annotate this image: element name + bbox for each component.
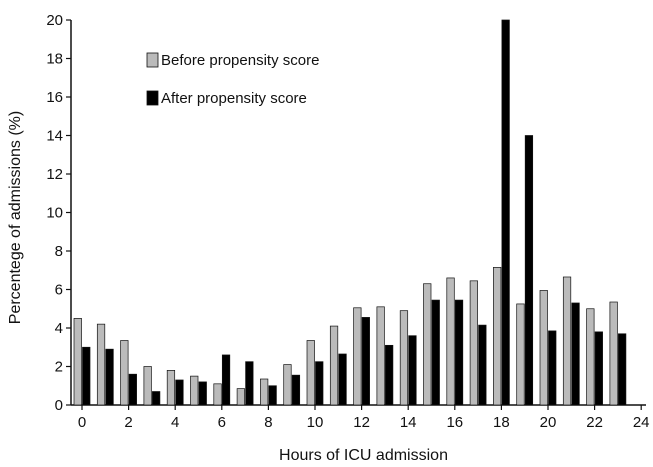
bar-after [338, 353, 347, 406]
bar-before [609, 301, 618, 406]
bar-after [594, 331, 603, 406]
y-tick-label: 20 [46, 12, 63, 29]
x-tick-label: 8 [264, 414, 272, 431]
bar-after [524, 135, 534, 406]
bar-before [376, 306, 385, 406]
y-tick-label: 18 [46, 51, 63, 68]
bar-after [291, 374, 301, 406]
x-tick-label: 6 [218, 414, 226, 431]
y-axis-ticks: 0 2 4 6 8 10 12 14 16 18 20 [46, 12, 71, 414]
bar-before [399, 310, 409, 406]
bars [73, 19, 627, 406]
bar-after [478, 324, 487, 406]
y-tick-label: 4 [55, 320, 63, 337]
bar-after [431, 299, 440, 406]
bar-after [408, 335, 417, 406]
bar-before [236, 388, 245, 406]
bar-after [105, 348, 114, 406]
x-tick-label: 20 [540, 414, 557, 431]
bar-before [353, 307, 362, 406]
x-tick-label: 10 [307, 414, 324, 431]
bar-after [454, 299, 464, 406]
bar-before [469, 280, 478, 406]
bar-before [446, 277, 455, 406]
bar-before [329, 325, 339, 406]
bar-after [82, 346, 91, 406]
bar-after [152, 391, 161, 406]
legend-label-after: After propensity score [161, 90, 307, 107]
bar-after [268, 385, 277, 406]
legend-swatch-after [146, 90, 159, 106]
bar-before [586, 308, 595, 406]
x-tick-label: 4 [171, 414, 179, 431]
bar-before [493, 267, 502, 406]
y-tick-label: 14 [46, 128, 63, 145]
bar-after [385, 344, 394, 406]
x-tick-label: 0 [78, 414, 86, 431]
bar-after [571, 302, 580, 406]
y-tick-label: 6 [55, 282, 63, 299]
x-tick-label: 24 [633, 414, 650, 431]
bar-before [143, 366, 152, 406]
y-axis-title: Percentege of admissions (%) [7, 111, 24, 324]
bar-before [539, 290, 548, 406]
bar-before [283, 364, 292, 406]
y-tick-label: 10 [46, 205, 63, 222]
bar-after [501, 19, 510, 406]
bar-after [175, 379, 184, 406]
x-axis-ticks: 0 2 4 6 8 10 12 14 16 18 20 22 24 [78, 405, 650, 431]
bar-after [128, 373, 137, 406]
x-axis-title: Hours of ICU admission [279, 447, 448, 464]
bar-after [245, 361, 254, 406]
bar-before [423, 283, 432, 406]
bar-after [221, 354, 231, 406]
bar-before [96, 323, 106, 406]
bar-before [260, 378, 269, 406]
y-tick-label: 8 [55, 243, 63, 260]
bar-after [548, 330, 557, 406]
bar-before [562, 276, 572, 406]
y-tick-label: 2 [55, 359, 63, 376]
x-tick-label: 16 [446, 414, 463, 431]
y-tick-label: 16 [46, 89, 63, 106]
x-tick-label: 12 [353, 414, 370, 431]
legend-swatch-before [146, 52, 159, 68]
bar-after [361, 317, 370, 406]
bar-after [618, 333, 627, 406]
legend: Before propensity score After propensity… [146, 52, 319, 107]
bar-after [198, 381, 207, 406]
bar-before [213, 383, 222, 406]
bar-after [315, 361, 324, 406]
bar-before [73, 318, 82, 406]
x-tick-label: 18 [493, 414, 510, 431]
bar-before [120, 340, 129, 406]
bar-before [166, 370, 176, 406]
legend-label-before: Before propensity score [161, 52, 319, 69]
x-tick-label: 22 [586, 414, 603, 431]
bar-before [190, 375, 199, 406]
bar-before [306, 340, 315, 406]
y-tick-label: 0 [55, 397, 63, 414]
bar-before [516, 303, 525, 406]
y-tick-label: 12 [46, 166, 63, 183]
x-tick-label: 14 [400, 414, 417, 431]
x-tick-label: 2 [124, 414, 132, 431]
